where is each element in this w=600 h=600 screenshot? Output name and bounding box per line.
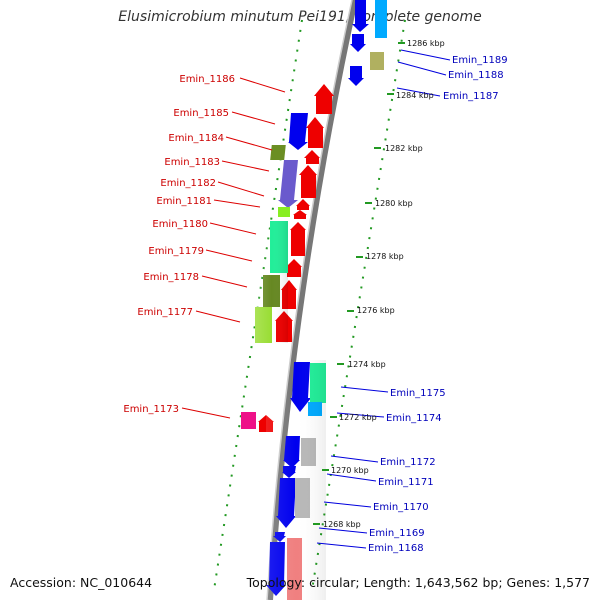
gene-arrow[interactable]	[304, 150, 320, 164]
gene-arrow[interactable]	[306, 117, 324, 148]
gene-label[interactable]: Emin_1184	[168, 133, 224, 144]
tick-marks	[313, 42, 405, 525]
gene-label[interactable]: Emin_1168	[368, 543, 424, 554]
page-title: Elusimicrobium minutum Pei191, complete …	[118, 9, 482, 25]
gene-arrow[interactable]	[296, 199, 310, 210]
gene-label[interactable]: Emin_1172	[380, 457, 436, 468]
gene-arrow[interactable]	[288, 113, 308, 150]
scale-tick: 1280 kbp	[375, 199, 413, 208]
scale-tick: 1284 kbp	[396, 91, 434, 100]
gene-label[interactable]: Emin_1182	[160, 178, 216, 189]
gene-arrow[interactable]	[299, 165, 317, 198]
gene-label[interactable]: Emin_1169	[369, 528, 425, 539]
left-ruler	[213, 19, 303, 591]
scale-tick: 1270 kbp	[331, 466, 369, 475]
right-ruler	[311, 19, 406, 591]
gene-block[interactable]	[370, 52, 384, 70]
gene-arrow[interactable]	[278, 160, 298, 208]
gene-arrow[interactable]	[286, 259, 302, 277]
gene-label[interactable]: Emin_1185	[173, 108, 229, 119]
right-gene-labels: Emin_1189 Emin_1188 Emin_1187 Emin_1175 …	[368, 55, 508, 554]
gene-label[interactable]: Emin_1175	[390, 388, 446, 399]
gene-block[interactable]	[270, 145, 286, 160]
scale-tick: 1278 kbp	[366, 252, 404, 261]
gene-label[interactable]: Emin_1170	[373, 502, 429, 513]
gene-label[interactable]: Emin_1177	[137, 307, 193, 318]
gene-label[interactable]: Emin_1173	[123, 404, 179, 415]
left-gene-labels: Emin_1186 Emin_1185 Emin_1184 Emin_1183 …	[123, 74, 235, 415]
gene-block[interactable]	[278, 207, 290, 217]
gene-block[interactable]	[241, 412, 256, 429]
gene-label[interactable]: Emin_1180	[152, 219, 208, 230]
gene-group-middle	[255, 84, 334, 343]
gene-label[interactable]: Emin_1187	[443, 91, 499, 102]
genome-summary-text: Topology: circular; Length: 1,643,562 bp…	[246, 575, 590, 590]
gene-arrow[interactable]	[293, 210, 307, 219]
gene-label[interactable]: Emin_1178	[143, 272, 199, 283]
gene-label[interactable]: Emin_1189	[452, 55, 508, 66]
left-leader-lines	[181, 77, 286, 419]
scale-tick: 1286 kbp	[407, 39, 445, 48]
right-leader-lines	[316, 49, 451, 549]
gene-arrow[interactable]	[352, 0, 369, 32]
scale-tick: 1272 kbp	[339, 413, 377, 422]
gene-label[interactable]: Emin_1179	[148, 246, 204, 257]
gene-block[interactable]	[375, 0, 387, 38]
accession-text: Accession: NC_010644	[10, 575, 153, 590]
gene-arrow[interactable]	[350, 34, 366, 52]
gene-arrow[interactable]	[290, 222, 306, 256]
gene-group-top	[348, 0, 387, 86]
scale-tick: 1274 kbp	[348, 360, 386, 369]
gene-label[interactable]: Emin_1183	[164, 157, 220, 168]
gene-label[interactable]: Emin_1174	[386, 413, 442, 424]
gene-label[interactable]: Emin_1188	[448, 70, 504, 81]
scale-tick: 1276 kbp	[357, 306, 395, 315]
gene-label[interactable]: Emin_1181	[156, 196, 212, 207]
scale-tick: 1282 kbp	[385, 144, 423, 153]
scale-tick: 1268 kbp	[323, 520, 361, 529]
gene-label[interactable]: Emin_1171	[378, 477, 434, 488]
gene-group-lower	[241, 360, 326, 600]
gene-arrow[interactable]	[314, 84, 334, 114]
gene-label[interactable]: Emin_1186	[179, 74, 235, 85]
gene-arrow[interactable]	[348, 66, 364, 86]
